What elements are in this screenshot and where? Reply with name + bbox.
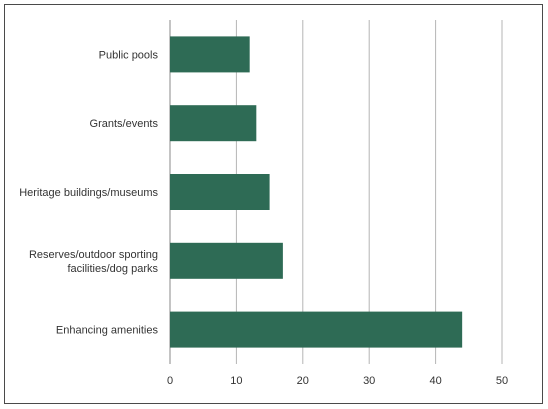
- x-tick-label: 20: [297, 375, 309, 387]
- bar: [170, 311, 463, 348]
- grid-lines: [169, 20, 503, 364]
- x-tick-label: 0: [167, 375, 173, 387]
- x-tick-label: 50: [496, 375, 508, 387]
- bar: [170, 242, 283, 279]
- bar: [170, 174, 270, 210]
- category-label: Reserves/outdoor sporting facilities/dog …: [29, 249, 159, 275]
- category-label: Grants/events: [90, 118, 159, 130]
- category-labels: Public pools Grants/events Heritage buildi…: [19, 49, 158, 336]
- category-label: Heritage buildings/museums: [19, 187, 158, 199]
- category-label: Public pools: [99, 49, 159, 61]
- bars: [170, 36, 463, 348]
- x-tick-label: 10: [230, 375, 242, 387]
- x-tick-label: 40: [429, 375, 441, 387]
- bar: [170, 105, 257, 142]
- category-label: Enhancing amenities: [56, 325, 159, 337]
- x-tick-label: 30: [363, 375, 375, 387]
- bar: [170, 36, 250, 73]
- x-tick-labels: 0 10 20 30 40 50: [167, 375, 508, 387]
